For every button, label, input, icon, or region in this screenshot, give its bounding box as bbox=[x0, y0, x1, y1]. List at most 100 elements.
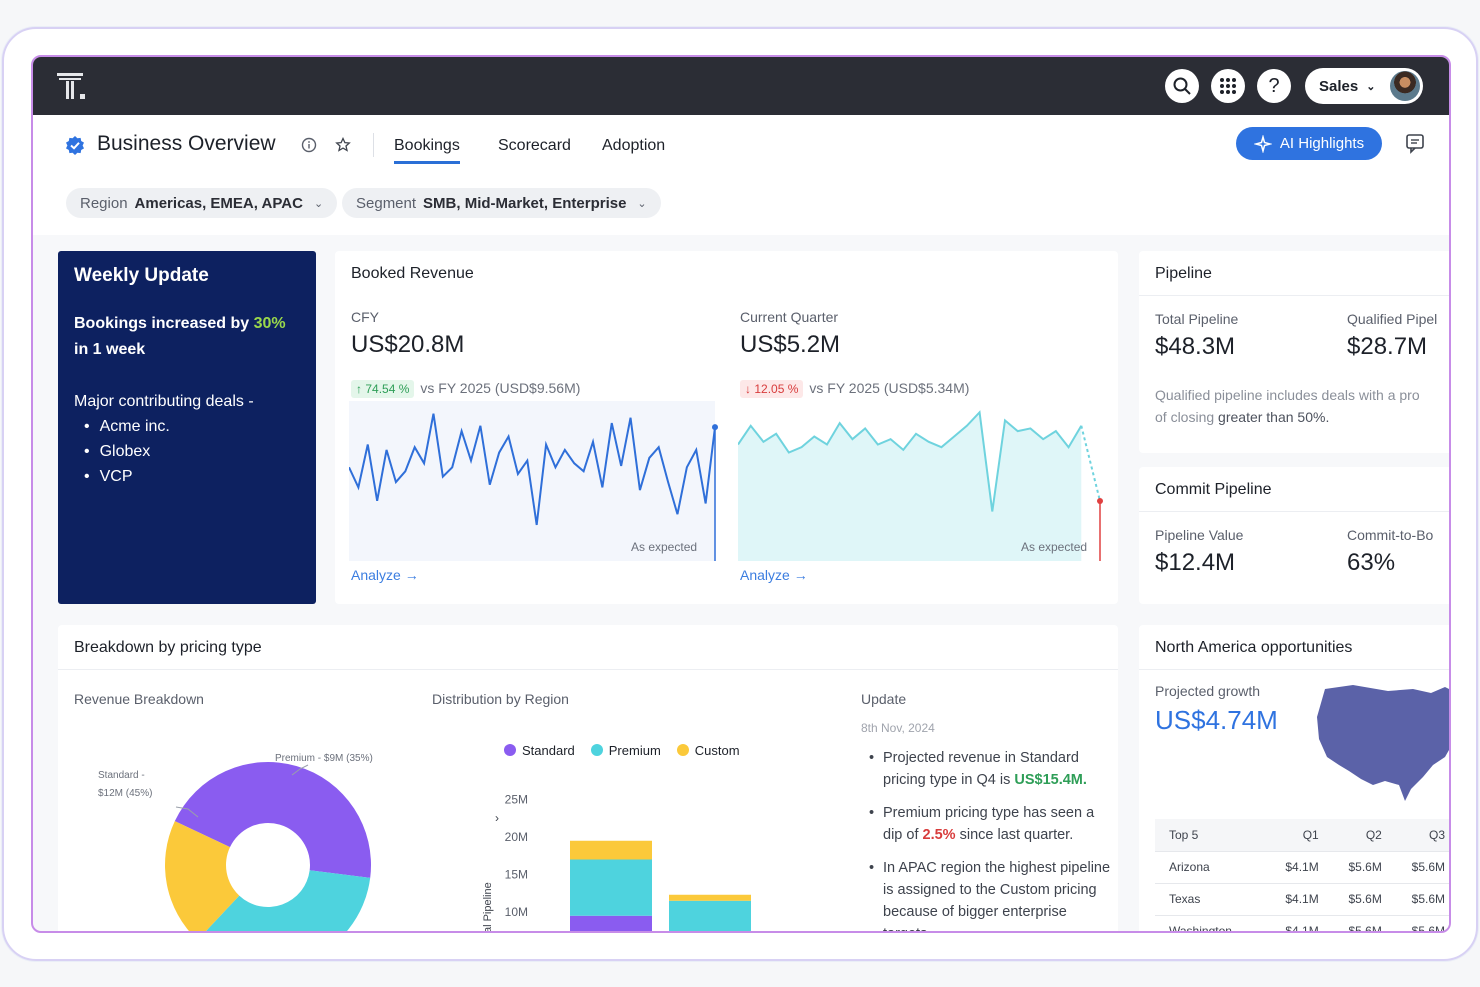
cfy-delta-value: 74.54 % bbox=[365, 382, 410, 396]
legend-custom: Custom bbox=[676, 743, 740, 758]
arrow-up-icon: ↑ bbox=[356, 382, 362, 396]
segment-filter-value: SMB, Mid-Market, Enterprise bbox=[423, 194, 627, 212]
delta-up-badge: ↑ 74.54 % bbox=[351, 380, 415, 398]
help-icon: ? bbox=[1268, 74, 1280, 97]
cq-end-point bbox=[1097, 498, 1103, 504]
help-button[interactable]: ? bbox=[1257, 69, 1291, 103]
table-row[interactable]: Arizona $4.1M $5.6M $5.6M bbox=[1155, 851, 1449, 884]
cq-delta-value: 12.05 % bbox=[754, 382, 799, 396]
y-axis-title: Total Pipeline bbox=[482, 882, 494, 933]
cfy-delta: ↑ 74.54 % vs FY 2025 (USD$9.56M) bbox=[351, 380, 580, 398]
header-divider bbox=[373, 133, 374, 157]
table-header-cell[interactable]: Q2 bbox=[1326, 819, 1390, 852]
north-america-card: North America opportunities Projected gr… bbox=[1139, 625, 1451, 931]
booked-revenue-title: Booked Revenue bbox=[351, 265, 474, 282]
cq-analyze-link[interactable]: Analyze → bbox=[740, 567, 808, 583]
donut-slice-standard bbox=[174, 762, 371, 878]
cfy-series-line bbox=[349, 413, 716, 526]
update-date: 8th Nov, 2024 bbox=[861, 721, 935, 735]
segment-filter[interactable]: Segment SMB, Mid-Market, Enterprise ⌄ bbox=[342, 188, 661, 218]
table-row[interactable]: Washington $4.1M $5.6M $5.6M bbox=[1155, 915, 1449, 931]
table-header-cell[interactable]: Q3 bbox=[1389, 819, 1449, 852]
bar-premium bbox=[570, 859, 652, 916]
card-divider bbox=[1139, 511, 1449, 512]
bar-custom bbox=[570, 840, 652, 860]
cfy-as-expected: As expected bbox=[631, 540, 698, 554]
table-header-cell[interactable]: Q1 bbox=[1263, 819, 1327, 852]
cfy-area bbox=[349, 413, 715, 541]
projected-growth-label: Projected growth bbox=[1155, 683, 1261, 699]
arrow-down-icon: ↓ bbox=[745, 382, 751, 396]
table-cell: $5.6M bbox=[1389, 883, 1449, 916]
booked-revenue-card: Booked Revenue CFY US$20.8M ↑ 74.54 % vs … bbox=[335, 251, 1118, 604]
y-tick-label: 20M bbox=[505, 830, 528, 844]
region-filter-label: Region bbox=[80, 194, 128, 212]
update-list: Projected revenue in Standard pricing ty… bbox=[861, 747, 1111, 931]
cfy-compare: vs FY 2025 (USD$9.56M) bbox=[420, 380, 581, 396]
tab-adoption[interactable]: Adoption bbox=[602, 137, 666, 154]
weekly-update-card: Weekly Update Bookings increased by 30% … bbox=[58, 251, 316, 604]
legend-standard: Standard bbox=[504, 743, 575, 758]
cq-as-expected: As expected bbox=[1021, 540, 1088, 554]
search-icon bbox=[1173, 77, 1191, 95]
cfy-line-chart[interactable] bbox=[349, 401, 719, 561]
donut-standard-label-line2: $12M (45%) bbox=[98, 788, 153, 799]
table-row[interactable]: Texas $4.1M $5.6M $5.6M bbox=[1155, 883, 1449, 916]
legend-standard-label: Standard bbox=[522, 743, 575, 758]
cfy-value: US$20.8M bbox=[351, 331, 465, 358]
logo-icon[interactable] bbox=[57, 72, 87, 100]
distribution-label: Distribution by Region bbox=[432, 691, 569, 707]
chevron-down-icon: ⌄ bbox=[313, 197, 324, 210]
region-filter[interactable]: Region Americas, EMEA, APAC ⌄ bbox=[66, 188, 338, 218]
cq-area-chart[interactable] bbox=[738, 401, 1108, 561]
profile-menu[interactable]: Sales ⌄ bbox=[1305, 68, 1423, 104]
na-title: North America opportunities bbox=[1155, 639, 1353, 656]
chevron-right-icon: › bbox=[495, 811, 499, 825]
table-cell: Arizona bbox=[1155, 851, 1264, 884]
table-cell: $5.6M bbox=[1326, 883, 1390, 916]
breakdown-card: Breakdown by pricing type Revenue Breakd… bbox=[58, 625, 1118, 933]
revenue-donut-chart[interactable] bbox=[78, 745, 418, 933]
pipeline-card: Pipeline Total Pipeline $48.3M Qualified… bbox=[1139, 251, 1449, 453]
weekly-summary: Bookings increased by 30% in 1 week bbox=[74, 311, 300, 363]
sparkle-icon bbox=[1253, 134, 1272, 153]
distribution-bar-chart[interactable]: 25M 20M 15M 10M Total Pipeline › bbox=[428, 765, 828, 933]
star-icon[interactable] bbox=[335, 137, 351, 153]
cfy-analyze-link[interactable]: Analyze → bbox=[351, 567, 419, 583]
commit-title: Commit Pipeline bbox=[1155, 481, 1272, 498]
table-cell: $4.1M bbox=[1263, 851, 1327, 884]
bar-custom bbox=[669, 894, 751, 901]
bar-premium bbox=[669, 900, 751, 931]
chart-legend: Standard Premium Custom bbox=[504, 743, 740, 758]
breakdown-title: Breakdown by pricing type bbox=[74, 639, 262, 656]
top-bar: ? Sales ⌄ bbox=[33, 57, 1449, 115]
cq-series-line bbox=[738, 410, 1083, 512]
legend-premium: Premium bbox=[590, 743, 661, 758]
apps-button[interactable] bbox=[1211, 69, 1245, 103]
table-header-cell: Top 5 bbox=[1155, 819, 1264, 852]
tab-scorecard[interactable]: Scorecard bbox=[498, 137, 571, 154]
info-icon[interactable] bbox=[301, 137, 317, 153]
avatar[interactable] bbox=[1390, 71, 1420, 101]
ai-highlights-button[interactable]: AI Highlights bbox=[1236, 127, 1382, 160]
page-title: Business Overview bbox=[97, 132, 276, 155]
deals-list: Acme inc. Globex VCP bbox=[84, 414, 300, 489]
verified-badge-icon bbox=[66, 136, 84, 155]
standard-leader-line bbox=[175, 806, 199, 818]
update-label: Update bbox=[861, 691, 907, 707]
qualified-pipeline-value: $28.7M bbox=[1347, 333, 1428, 360]
cq-compare: vs FY 2025 (USD$5.34M) bbox=[809, 380, 970, 396]
usa-map[interactable] bbox=[1313, 679, 1451, 809]
search-button[interactable] bbox=[1165, 69, 1199, 103]
chevron-down-icon: ⌄ bbox=[1366, 80, 1376, 93]
bar-standard bbox=[570, 915, 652, 931]
comment-icon[interactable] bbox=[1403, 131, 1427, 155]
cq-value: US$5.2M bbox=[740, 331, 841, 358]
deal-item: VCP bbox=[84, 464, 300, 489]
donut-slice-premium bbox=[206, 870, 371, 931]
table-cell: $5.6M bbox=[1389, 851, 1449, 884]
y-tick-label: 15M bbox=[505, 868, 528, 882]
update-highlight: US$15.4M. bbox=[1014, 772, 1087, 788]
update-item-text: Premium pricing type has seen a dip of bbox=[883, 805, 1095, 843]
tab-bookings[interactable]: Bookings bbox=[394, 137, 460, 164]
